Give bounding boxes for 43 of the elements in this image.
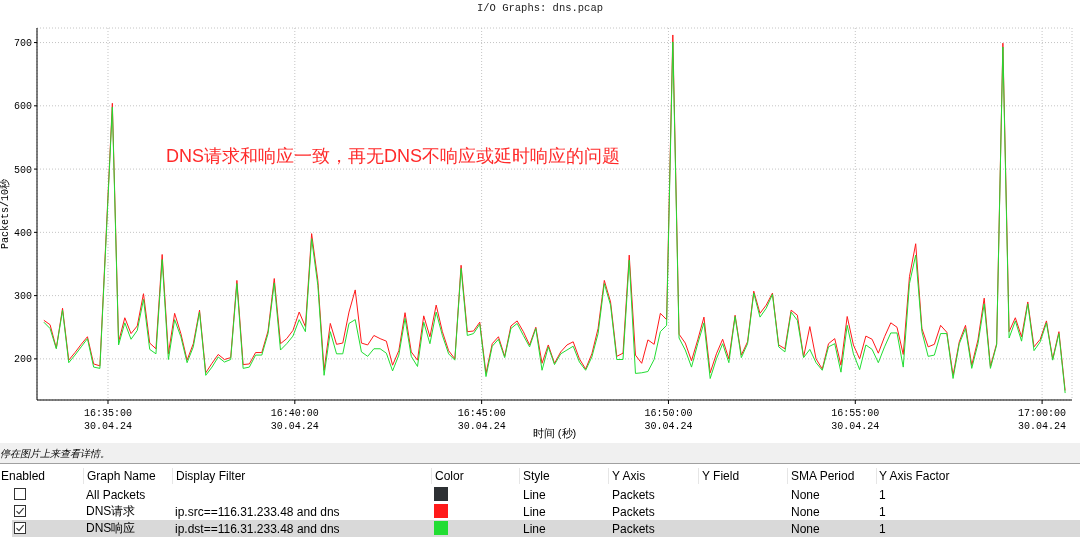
x-tick-label: 16:35:00 30.04.24 [83,408,132,432]
text: None [791,487,820,502]
x-tick-label: 16:55:00 30.04.24 [831,408,880,432]
y-tick-label: 700 [13,38,32,50]
text: Y Axis Factor [879,469,950,483]
text: Y Axis [612,469,646,483]
text: Color [435,469,464,483]
text: All Packets [86,487,146,502]
text: Y Field [702,469,740,483]
text: 停在图片上来查看详情。 [0,447,110,461]
y-tick-label: 200 [13,354,32,366]
text: DNS响应 [86,520,136,537]
text: Line [523,487,546,502]
text: None [791,521,820,536]
text: ip.src==116.31.233.48 and dns [175,504,340,519]
x-tick-label: 17:00:00 30.04.24 [1018,408,1067,432]
x-tick-label: 16:50:00 30.04.24 [644,408,693,432]
x-tick-label: 16:40:00 30.04.24 [270,408,319,432]
text: Packets [612,504,655,519]
text: DNS请求 [86,503,136,520]
y-axis-title: Packets/10秒 [0,178,11,250]
y-tick-label: 500 [13,164,32,176]
y-tick-label: 400 [13,227,32,239]
y-tick-label: 300 [13,291,32,303]
text: Packets [612,521,655,536]
text: SMA Period [791,469,855,483]
text: Line [523,504,546,519]
text: Packets [612,487,655,502]
y-tick-label: 600 [13,101,32,113]
text: Display Filter [176,469,246,483]
text: Style [523,469,550,483]
annotation: DNS请求和响应一致，再无DNS不响应或延时响应的问题 [166,145,621,168]
text: 1 [879,487,886,502]
text: None [791,504,820,519]
x-axis-title: 时间 (秒) [532,427,577,439]
text: 1 [879,521,886,536]
text: Line [523,521,546,536]
text: Enabled [1,469,46,483]
text: 1 [879,504,886,519]
chart-title: I/O Graphs: dns.pcap [476,2,604,14]
text: Graph Name [87,469,156,483]
text: ip.dst==116.31.233.48 and dns [175,521,340,536]
x-tick-label: 16:45:00 30.04.24 [457,408,506,432]
